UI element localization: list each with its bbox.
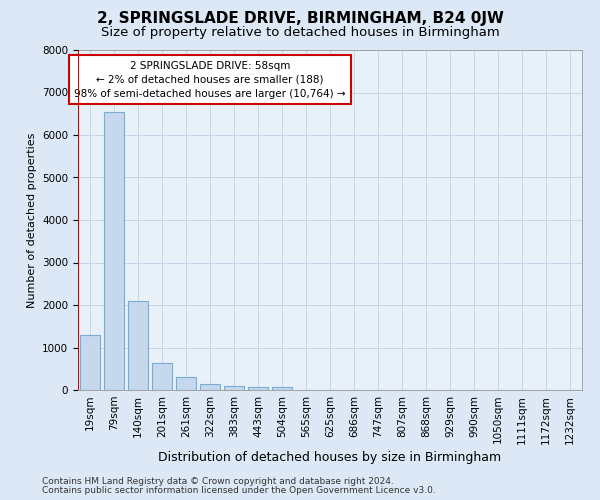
Bar bbox=[248, 386, 268, 390]
Text: 2, SPRINGSLADE DRIVE, BIRMINGHAM, B24 0JW: 2, SPRINGSLADE DRIVE, BIRMINGHAM, B24 0J… bbox=[97, 11, 503, 26]
Bar bbox=[152, 363, 172, 390]
X-axis label: Distribution of detached houses by size in Birmingham: Distribution of detached houses by size … bbox=[158, 450, 502, 464]
Text: Contains public sector information licensed under the Open Government Licence v3: Contains public sector information licen… bbox=[42, 486, 436, 495]
Bar bbox=[104, 112, 124, 390]
Bar bbox=[128, 300, 148, 390]
Y-axis label: Number of detached properties: Number of detached properties bbox=[26, 132, 37, 308]
Text: 2 SPRINGSLADE DRIVE: 58sqm
← 2% of detached houses are smaller (188)
98% of semi: 2 SPRINGSLADE DRIVE: 58sqm ← 2% of detac… bbox=[74, 60, 346, 98]
Bar bbox=[176, 377, 196, 390]
Bar bbox=[200, 384, 220, 390]
Bar bbox=[80, 335, 100, 390]
Bar bbox=[272, 387, 292, 390]
Bar bbox=[224, 386, 244, 390]
Text: Contains HM Land Registry data © Crown copyright and database right 2024.: Contains HM Land Registry data © Crown c… bbox=[42, 477, 394, 486]
Text: Size of property relative to detached houses in Birmingham: Size of property relative to detached ho… bbox=[101, 26, 499, 39]
